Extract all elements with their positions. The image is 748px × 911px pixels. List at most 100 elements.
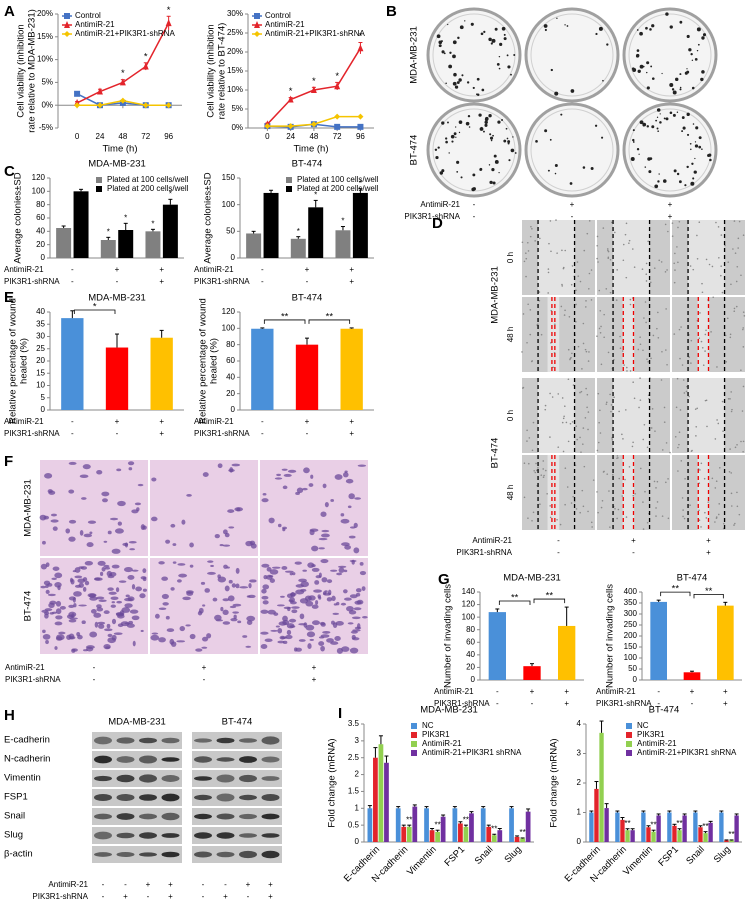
- cell: [639, 343, 642, 346]
- cell: [714, 438, 717, 440]
- cell: [732, 248, 734, 250]
- cell: [607, 250, 610, 253]
- cell: [239, 586, 249, 589]
- cell: [521, 351, 523, 353]
- bar: [717, 605, 734, 680]
- blot-strip: [92, 770, 182, 787]
- colony: [564, 24, 566, 26]
- marker: [119, 78, 126, 86]
- cell: [677, 470, 679, 472]
- blot-band: [216, 813, 235, 820]
- colony: [646, 61, 650, 65]
- cell: [733, 524, 735, 526]
- cell: [600, 506, 603, 509]
- bar: [150, 337, 173, 410]
- colony: [544, 28, 547, 32]
- blot-band: [139, 755, 157, 764]
- cell: [539, 237, 541, 240]
- treatment-sign: +: [564, 699, 569, 708]
- colony: [501, 26, 506, 31]
- cell: [231, 463, 241, 467]
- marker: [287, 95, 294, 103]
- cell: [536, 469, 538, 472]
- cell: [696, 234, 698, 237]
- colony: [676, 111, 679, 113]
- point-label: **: [624, 819, 630, 828]
- cell: [322, 631, 331, 634]
- bar: [412, 806, 418, 842]
- cell: [280, 636, 288, 640]
- y-tick-label: 5: [41, 393, 46, 402]
- cell: [625, 222, 628, 225]
- cell: [629, 303, 632, 306]
- cell: [132, 640, 136, 647]
- cell: [172, 543, 177, 546]
- plate: [524, 102, 620, 198]
- cell: [607, 249, 609, 252]
- cell: [311, 604, 319, 609]
- cell: [582, 322, 585, 325]
- cell: [698, 509, 700, 512]
- cell: [264, 638, 273, 642]
- colony: [686, 165, 689, 169]
- blot-band: [261, 793, 280, 802]
- x-tick-label: Slug: [503, 844, 524, 865]
- cell: [633, 266, 636, 268]
- cell: [727, 397, 730, 400]
- plate-rim: [530, 108, 614, 192]
- bar: [651, 831, 656, 842]
- chart-title: MDA-MB-231: [88, 159, 146, 170]
- bar: [401, 826, 407, 842]
- cell: [626, 366, 628, 369]
- point-label: *: [335, 71, 339, 82]
- cell: [86, 542, 94, 548]
- cell: [714, 521, 716, 523]
- cell: [142, 525, 147, 530]
- cell: [647, 240, 649, 243]
- blot-band: [161, 812, 180, 821]
- bar: [698, 827, 703, 842]
- cell: [570, 356, 572, 359]
- y-tick-label: 30: [36, 332, 45, 341]
- treatment-sign: +: [168, 892, 173, 901]
- cell: [262, 492, 267, 496]
- cell: [720, 274, 722, 277]
- cell: [273, 612, 279, 616]
- cell: [276, 604, 285, 607]
- treatment-sign: +: [159, 417, 164, 426]
- legend-label: Plated at 100 cells/well: [297, 175, 379, 184]
- y-axis-label: Fold change (mRNA): [327, 738, 338, 827]
- cell: [169, 638, 175, 645]
- bar: [734, 815, 739, 842]
- cell: [677, 226, 679, 229]
- cell: [735, 305, 738, 308]
- cell: [530, 225, 532, 228]
- point-label: *: [151, 219, 154, 228]
- cell: [110, 596, 119, 601]
- cell: [675, 406, 678, 409]
- treatment-sign: -: [632, 548, 635, 557]
- cell: [599, 409, 601, 412]
- point-label: **: [434, 820, 440, 829]
- cell: [222, 529, 228, 535]
- treatment-sign: +: [564, 687, 569, 696]
- treatment-sign: -: [93, 663, 96, 672]
- cell: [110, 604, 116, 608]
- y-tick-label: 40: [36, 307, 45, 316]
- cell: [563, 415, 565, 418]
- colony: [491, 168, 495, 172]
- cell: [597, 511, 599, 514]
- cell: [351, 634, 356, 640]
- colony: [590, 167, 594, 170]
- cell: [596, 335, 598, 337]
- cell: [320, 511, 327, 517]
- colony: [503, 37, 507, 41]
- colony: [656, 108, 661, 112]
- blot-band: [161, 775, 180, 782]
- legend-label: PIK3R1: [422, 730, 450, 739]
- cell: [55, 615, 63, 620]
- cell: [740, 440, 742, 443]
- blot-band: [139, 813, 157, 820]
- bar: [290, 238, 306, 258]
- blot-band: [261, 833, 280, 838]
